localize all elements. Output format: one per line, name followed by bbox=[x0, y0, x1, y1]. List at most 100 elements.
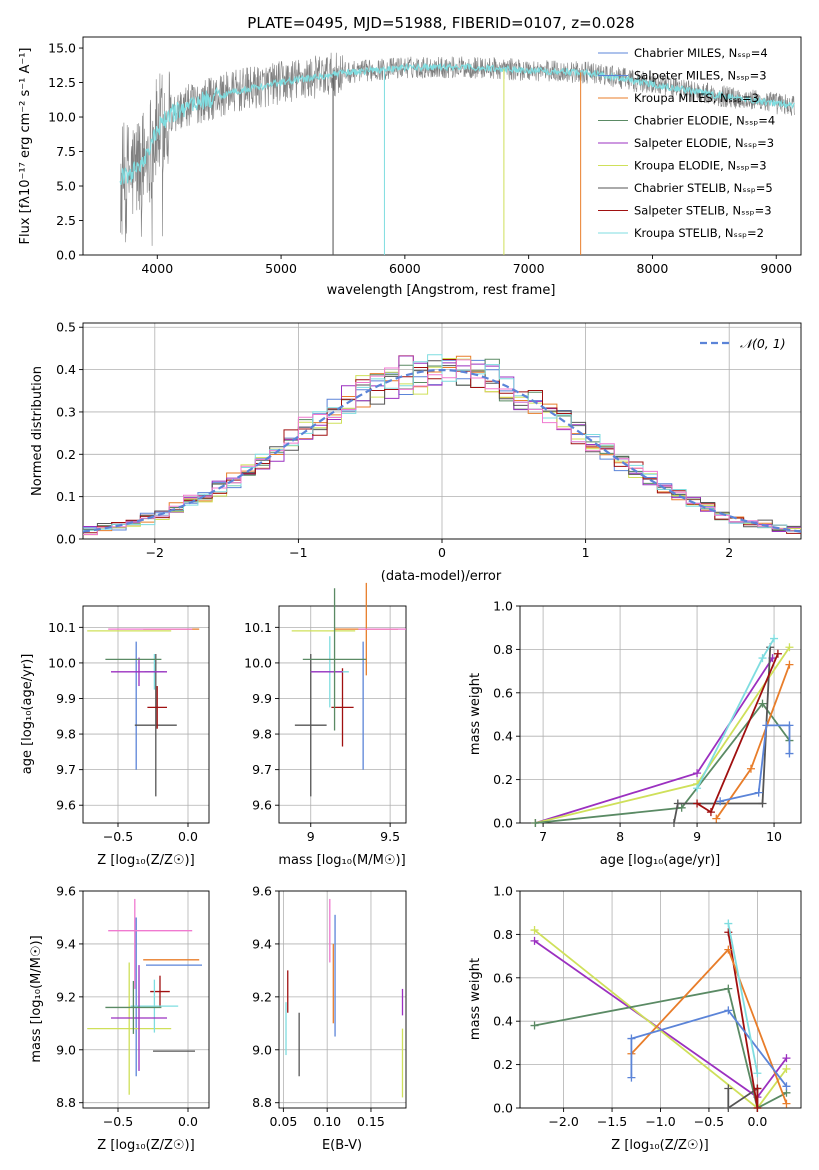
point-marker-red bbox=[706, 808, 715, 817]
y-tick-label: 5.0 bbox=[56, 179, 76, 194]
series-line-green bbox=[535, 702, 791, 824]
age-vs-metallicity-plot: −0.5 0.0 9.6 9.7 9.8 9.9 10.0 10.1 bbox=[48, 605, 210, 844]
axes-frame bbox=[82, 890, 210, 1109]
legend-label: Chabrier MILES, Nₛₛₚ=4 bbox=[634, 46, 768, 60]
y-tick-label: 9.9 bbox=[252, 691, 272, 706]
x-tick-label: 9000 bbox=[760, 261, 792, 276]
x-tick-label: −1.5 bbox=[597, 1114, 627, 1129]
mass-vs-metallicity-plot: −0.5 0.0 8.8 9.0 9.2 9.4 9.6 bbox=[56, 884, 210, 1129]
point-marker-green bbox=[758, 699, 767, 708]
y-tick-label: 10.1 bbox=[244, 620, 272, 635]
y-tick-label: 9.6 bbox=[252, 884, 272, 899]
x-tick-label: −0.5 bbox=[103, 829, 133, 844]
x-tick-label: −1 bbox=[289, 545, 307, 560]
y-tick-label: 9.2 bbox=[56, 989, 76, 1004]
y-tick-label: 1.0 bbox=[493, 884, 513, 899]
point-marker-gray bbox=[669, 819, 678, 827]
x-tick-label: 8000 bbox=[637, 261, 669, 276]
ageZ-xlabel: Z [log₁₀(Z/Z☉)] bbox=[97, 853, 194, 868]
y-tick-label: 9.8 bbox=[252, 727, 272, 742]
x-tick-label: −2 bbox=[146, 545, 164, 560]
point-marker-orange bbox=[782, 1099, 791, 1108]
point-marker-blue bbox=[762, 721, 771, 730]
y-tick-label: 0.4 bbox=[493, 729, 513, 744]
y-tick-label: 0.4 bbox=[56, 362, 76, 377]
point-marker-cyan bbox=[724, 919, 733, 928]
point-marker-red bbox=[724, 928, 733, 937]
series-line-yellowgreen bbox=[535, 646, 791, 824]
legend-label: Salpeter STELIB, Nₛₛₚ=3 bbox=[634, 204, 772, 218]
legend-label: Kroupa MILES, Nₛₛₚ=3 bbox=[634, 91, 759, 105]
y-tick-label: 0.0 bbox=[493, 816, 513, 831]
y-tick-label: 0.0 bbox=[56, 532, 76, 547]
point-marker-red bbox=[753, 1104, 762, 1112]
series-line-cyan bbox=[727, 923, 759, 1074]
x-tick-label: 0.0 bbox=[178, 829, 198, 844]
x-tick-label: 2 bbox=[725, 545, 733, 560]
y-tick-label: 0.8 bbox=[493, 642, 513, 657]
y-tick-label: 0.4 bbox=[493, 1014, 513, 1029]
point-marker-cyan bbox=[758, 654, 767, 663]
x-tick-label: 5000 bbox=[265, 261, 297, 276]
x-tick-label: 0.10 bbox=[313, 1114, 341, 1129]
axes-frame bbox=[82, 36, 802, 256]
normal-distribution-curve bbox=[82, 368, 802, 533]
series-line-blue bbox=[630, 1009, 788, 1087]
x-tick-label: 8 bbox=[616, 829, 624, 844]
point-marker-green bbox=[677, 803, 686, 812]
residuals-xlabel: (data-model)/error bbox=[381, 569, 502, 584]
x-tick-label: 6000 bbox=[389, 261, 421, 276]
point-marker-blue bbox=[627, 1073, 636, 1082]
point-marker-orange bbox=[785, 660, 794, 669]
y-tick-label: 9.2 bbox=[252, 989, 272, 1004]
x-tick-label: 0 bbox=[438, 545, 446, 560]
y-tick-label: 9.9 bbox=[56, 691, 76, 706]
legend-label: Salpeter ELODIE, Nₛₛₚ=3 bbox=[634, 136, 774, 150]
y-tick-label: 9.7 bbox=[252, 762, 272, 777]
x-tick-label: 10 bbox=[766, 829, 782, 844]
point-marker-orange bbox=[724, 945, 733, 954]
point-marker-gray bbox=[758, 799, 767, 808]
x-tick-label: 0.0 bbox=[747, 1114, 767, 1129]
y-tick-label: 0.0 bbox=[56, 248, 76, 263]
y-tick-label: 9.6 bbox=[252, 798, 272, 813]
model-spectrum-line bbox=[119, 62, 795, 186]
spectrum-xlabel: wavelength [Angstrom, rest frame] bbox=[327, 283, 556, 298]
y-tick-label: 0.2 bbox=[493, 772, 513, 787]
massE-xlabel: E(B-V) bbox=[322, 1138, 362, 1153]
y-tick-label: 8.8 bbox=[252, 1095, 272, 1110]
axes-frame bbox=[278, 890, 407, 1109]
point-marker-red bbox=[753, 1084, 762, 1093]
y-tick-label: 1.0 bbox=[493, 599, 513, 614]
legend-label: 𝒩(0, 1) bbox=[740, 336, 786, 351]
ageZ-ylabel: age [log₁₀(age/yr)] bbox=[20, 654, 35, 775]
point-marker-red bbox=[773, 649, 782, 658]
mwZ-ylabel: mass weight bbox=[468, 958, 483, 1040]
point-marker-blue bbox=[785, 721, 794, 730]
y-tick-label: 9.4 bbox=[56, 936, 76, 951]
y-tick-label: 9.6 bbox=[56, 884, 76, 899]
point-marker-yellowgreen bbox=[782, 1064, 791, 1073]
point-marker-cyan bbox=[770, 634, 779, 643]
x-tick-label: 0.15 bbox=[357, 1114, 385, 1129]
y-tick-label: 0.3 bbox=[56, 404, 76, 419]
x-tick-label: 0.0 bbox=[178, 1114, 198, 1129]
y-tick-label: 10.0 bbox=[244, 655, 272, 670]
x-tick-label: −2.0 bbox=[548, 1114, 578, 1129]
point-marker-blue bbox=[724, 1006, 733, 1015]
axes-frame bbox=[519, 605, 802, 824]
y-tick-label: 0.5 bbox=[56, 320, 76, 335]
x-tick-label: 9.5 bbox=[380, 829, 400, 844]
series-line-red bbox=[727, 932, 759, 1109]
massZ-ylabel: mass [log₁₀(M/M☉)] bbox=[29, 935, 44, 1062]
point-marker-blue bbox=[716, 797, 725, 806]
ageM-xlabel: mass [log₁₀(M/M☉)] bbox=[278, 853, 405, 868]
x-tick-label: 7 bbox=[539, 829, 547, 844]
x-tick-label: −1.0 bbox=[645, 1114, 675, 1129]
x-tick-label: −0.5 bbox=[694, 1114, 724, 1129]
y-tick-label: 9.7 bbox=[56, 762, 76, 777]
spectrum-ylabel: Flux [fλ10⁻¹⁷ erg cm⁻² s⁻¹ A⁻¹] bbox=[18, 48, 33, 245]
mwZ-xlabel: Z [log₁₀(Z/Z☉)] bbox=[611, 1138, 708, 1153]
y-tick-label: 9.0 bbox=[252, 1042, 272, 1057]
